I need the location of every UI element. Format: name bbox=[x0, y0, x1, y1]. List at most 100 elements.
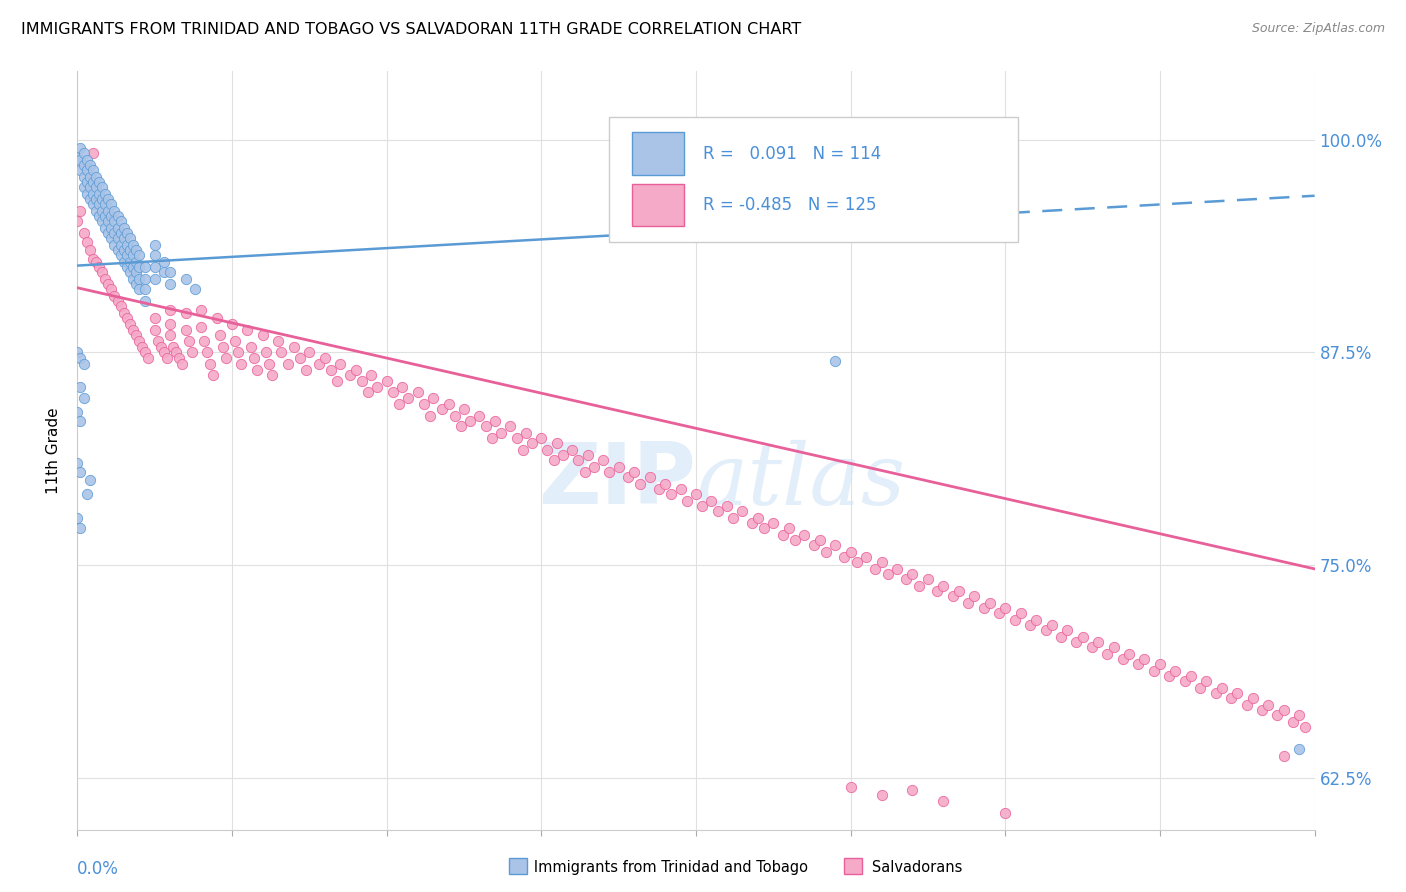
Point bbox=[530, 431, 553, 445]
Point bbox=[1236, 698, 1258, 713]
Point bbox=[239, 340, 262, 354]
Point bbox=[489, 425, 512, 440]
Point bbox=[110, 214, 132, 228]
Point bbox=[783, 533, 806, 547]
Point bbox=[1025, 613, 1047, 627]
Point bbox=[1226, 686, 1249, 700]
Point bbox=[103, 289, 125, 303]
Point bbox=[87, 175, 110, 189]
Point bbox=[100, 209, 122, 223]
Point bbox=[762, 516, 785, 530]
Point bbox=[66, 345, 89, 359]
Point bbox=[200, 358, 222, 372]
Point bbox=[118, 255, 141, 269]
Point bbox=[84, 180, 107, 194]
Point bbox=[87, 187, 110, 202]
Point bbox=[112, 255, 135, 269]
Point bbox=[1257, 698, 1279, 713]
Point bbox=[94, 197, 117, 211]
Point bbox=[901, 566, 924, 581]
Point bbox=[69, 163, 91, 178]
Point bbox=[72, 226, 94, 240]
Point bbox=[1102, 640, 1125, 655]
Point bbox=[159, 265, 181, 279]
Point bbox=[295, 362, 318, 376]
Point bbox=[69, 379, 91, 393]
Point bbox=[172, 358, 194, 372]
Point bbox=[350, 375, 373, 389]
Point bbox=[138, 351, 160, 365]
Point bbox=[927, 584, 949, 599]
Point bbox=[1174, 674, 1197, 689]
Point bbox=[1056, 624, 1078, 638]
Point bbox=[125, 244, 148, 258]
Point bbox=[277, 358, 299, 372]
FancyBboxPatch shape bbox=[631, 184, 683, 227]
Point bbox=[406, 384, 429, 399]
Point bbox=[79, 158, 101, 172]
Point bbox=[100, 221, 122, 235]
Point bbox=[1035, 624, 1057, 638]
Point bbox=[308, 358, 330, 372]
Point bbox=[79, 244, 101, 258]
Point bbox=[942, 589, 965, 603]
Point bbox=[1087, 635, 1109, 649]
Point bbox=[153, 345, 176, 359]
Point bbox=[162, 340, 184, 354]
Point bbox=[115, 311, 138, 326]
Point bbox=[174, 272, 197, 286]
Point bbox=[134, 260, 156, 275]
Point bbox=[669, 482, 692, 496]
Point bbox=[901, 783, 924, 797]
Point bbox=[115, 260, 138, 275]
Point bbox=[1251, 703, 1274, 717]
Point bbox=[143, 248, 166, 262]
Point bbox=[103, 214, 125, 228]
Point bbox=[1282, 715, 1305, 730]
Point bbox=[907, 579, 929, 593]
Point bbox=[973, 601, 995, 615]
Point bbox=[165, 345, 187, 359]
Point bbox=[107, 209, 129, 223]
Point bbox=[1272, 703, 1295, 717]
Point bbox=[450, 418, 472, 433]
Point bbox=[1294, 720, 1316, 734]
Point bbox=[932, 579, 955, 593]
Point bbox=[839, 780, 862, 794]
Point bbox=[91, 192, 114, 206]
Point bbox=[72, 358, 94, 372]
Point bbox=[190, 302, 212, 317]
Bar bbox=[509, 858, 527, 874]
Point bbox=[437, 396, 460, 410]
Point bbox=[202, 368, 225, 382]
Point bbox=[82, 146, 104, 161]
Point bbox=[419, 409, 441, 423]
Point bbox=[87, 209, 110, 223]
Point bbox=[97, 214, 120, 228]
Point bbox=[654, 476, 676, 491]
Point bbox=[208, 328, 231, 343]
Point bbox=[159, 317, 181, 331]
Point bbox=[1112, 652, 1135, 666]
Point bbox=[1195, 674, 1218, 689]
Point bbox=[839, 545, 862, 559]
Point bbox=[375, 375, 398, 389]
Point bbox=[288, 351, 311, 365]
Point bbox=[1211, 681, 1233, 695]
Point bbox=[932, 794, 955, 808]
Point bbox=[252, 328, 274, 343]
Point bbox=[97, 204, 120, 219]
Point bbox=[254, 345, 277, 359]
Point bbox=[91, 265, 114, 279]
Point bbox=[499, 418, 522, 433]
Point bbox=[1050, 630, 1073, 644]
Bar bbox=[844, 858, 862, 874]
Point bbox=[314, 351, 336, 365]
Point bbox=[1159, 669, 1181, 683]
Text: Immigrants from Trinidad and Tobago: Immigrants from Trinidad and Tobago bbox=[520, 860, 808, 874]
Point bbox=[824, 538, 846, 552]
Point bbox=[458, 414, 481, 428]
Point bbox=[122, 272, 145, 286]
Point bbox=[546, 435, 568, 450]
Point bbox=[107, 231, 129, 245]
